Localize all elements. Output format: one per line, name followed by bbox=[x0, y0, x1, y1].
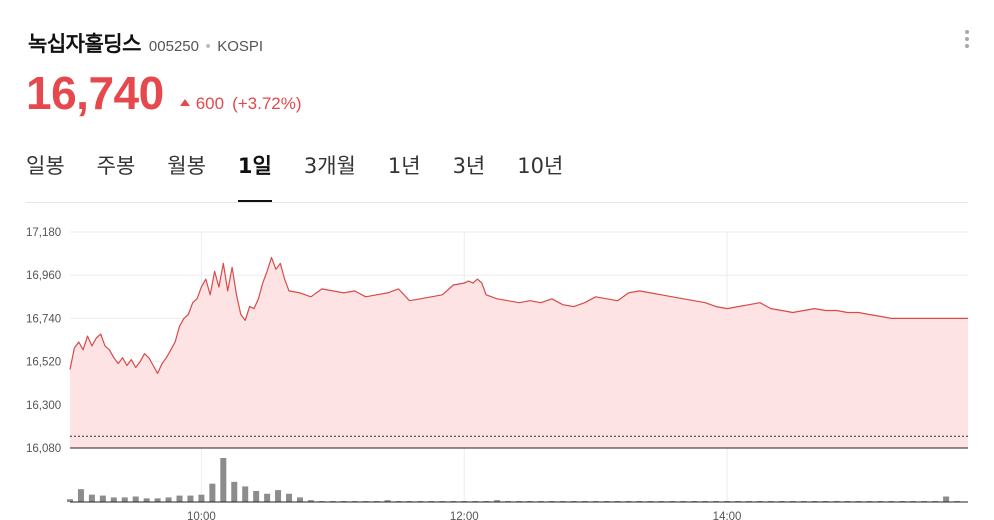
volume-bar bbox=[307, 500, 314, 502]
up-arrow-icon bbox=[179, 99, 190, 106]
volume-bar bbox=[143, 498, 150, 502]
volume-bar bbox=[67, 499, 73, 502]
y-tick-label: 16,300 bbox=[26, 400, 61, 412]
volume-bar bbox=[187, 495, 194, 502]
volume-bar bbox=[275, 490, 282, 502]
volume-bar bbox=[154, 498, 161, 502]
volume-bar bbox=[88, 494, 95, 502]
current-price: 16,740 bbox=[26, 67, 164, 119]
volume-bar bbox=[110, 497, 117, 502]
tab-2[interactable]: 월봉 bbox=[167, 154, 206, 178]
volume-bar bbox=[943, 496, 950, 502]
volume-bar bbox=[264, 493, 271, 502]
stock-code: 005250 bbox=[148, 38, 199, 55]
y-tick-label: 16,080 bbox=[26, 443, 61, 455]
tab-5[interactable]: 1년 bbox=[387, 154, 421, 178]
volume-bar bbox=[253, 491, 260, 502]
change-percent: (+3.72%) bbox=[232, 94, 302, 113]
volume-bar bbox=[242, 486, 249, 502]
volume-bar bbox=[231, 481, 238, 502]
volume-bar bbox=[198, 494, 205, 502]
volume-bar bbox=[99, 495, 106, 502]
tab-1[interactable]: 주봉 bbox=[96, 154, 136, 178]
tab-0[interactable]: 일봉 bbox=[26, 154, 65, 178]
separator-dot: • bbox=[203, 39, 213, 55]
price-row: 16,740 600 (+3.72%) bbox=[26, 66, 302, 120]
volume-bar bbox=[165, 497, 172, 502]
price-area bbox=[70, 257, 968, 448]
y-tick-label: 16,960 bbox=[26, 270, 61, 282]
tabs-divider bbox=[26, 202, 968, 203]
volume-bar bbox=[296, 497, 303, 502]
price-line bbox=[69, 256, 968, 374]
volume-bar bbox=[220, 458, 227, 502]
volume-bar bbox=[132, 496, 139, 502]
volume-bar bbox=[209, 483, 216, 502]
x-tick-label: 10:00 bbox=[187, 511, 216, 520]
tab-6[interactable]: 3년 bbox=[452, 154, 486, 178]
volume-bar bbox=[121, 497, 128, 502]
y-tick-label: 16,740 bbox=[26, 313, 61, 325]
period-tabs: 일봉 주봉 월봉 1일 3개월 1년 3년 10년 bbox=[26, 150, 595, 202]
volume-bar bbox=[176, 495, 183, 502]
volume-bar bbox=[286, 493, 293, 502]
y-tick-label: 16,520 bbox=[26, 357, 61, 369]
y-tick-label: 17,180 bbox=[26, 227, 61, 239]
more-options-icon[interactable] bbox=[962, 30, 972, 52]
x-tick-label: 14:00 bbox=[713, 511, 742, 520]
change-amount: 600 bbox=[195, 94, 225, 113]
tab-7[interactable]: 10년 bbox=[517, 154, 564, 178]
volume-bar bbox=[77, 489, 84, 502]
intraday-chart: 17,180 16,960 16,740 16,520 16,300 16,080 10:0… bbox=[26, 227, 968, 520]
market-name: KOSPI bbox=[217, 38, 264, 55]
price-change: 600 (+3.72%) bbox=[179, 94, 302, 114]
volume-bar bbox=[384, 500, 391, 502]
tab-4[interactable]: 3개월 bbox=[303, 154, 356, 178]
stock-name: 녹십자홀딩스 bbox=[28, 32, 141, 56]
volume-bar bbox=[494, 500, 501, 502]
stock-header: 녹십자홀딩스 005250 • KOSPI bbox=[28, 28, 263, 58]
tab-3[interactable]: 1일 bbox=[237, 150, 272, 202]
x-tick-label: 12:00 bbox=[450, 511, 479, 520]
